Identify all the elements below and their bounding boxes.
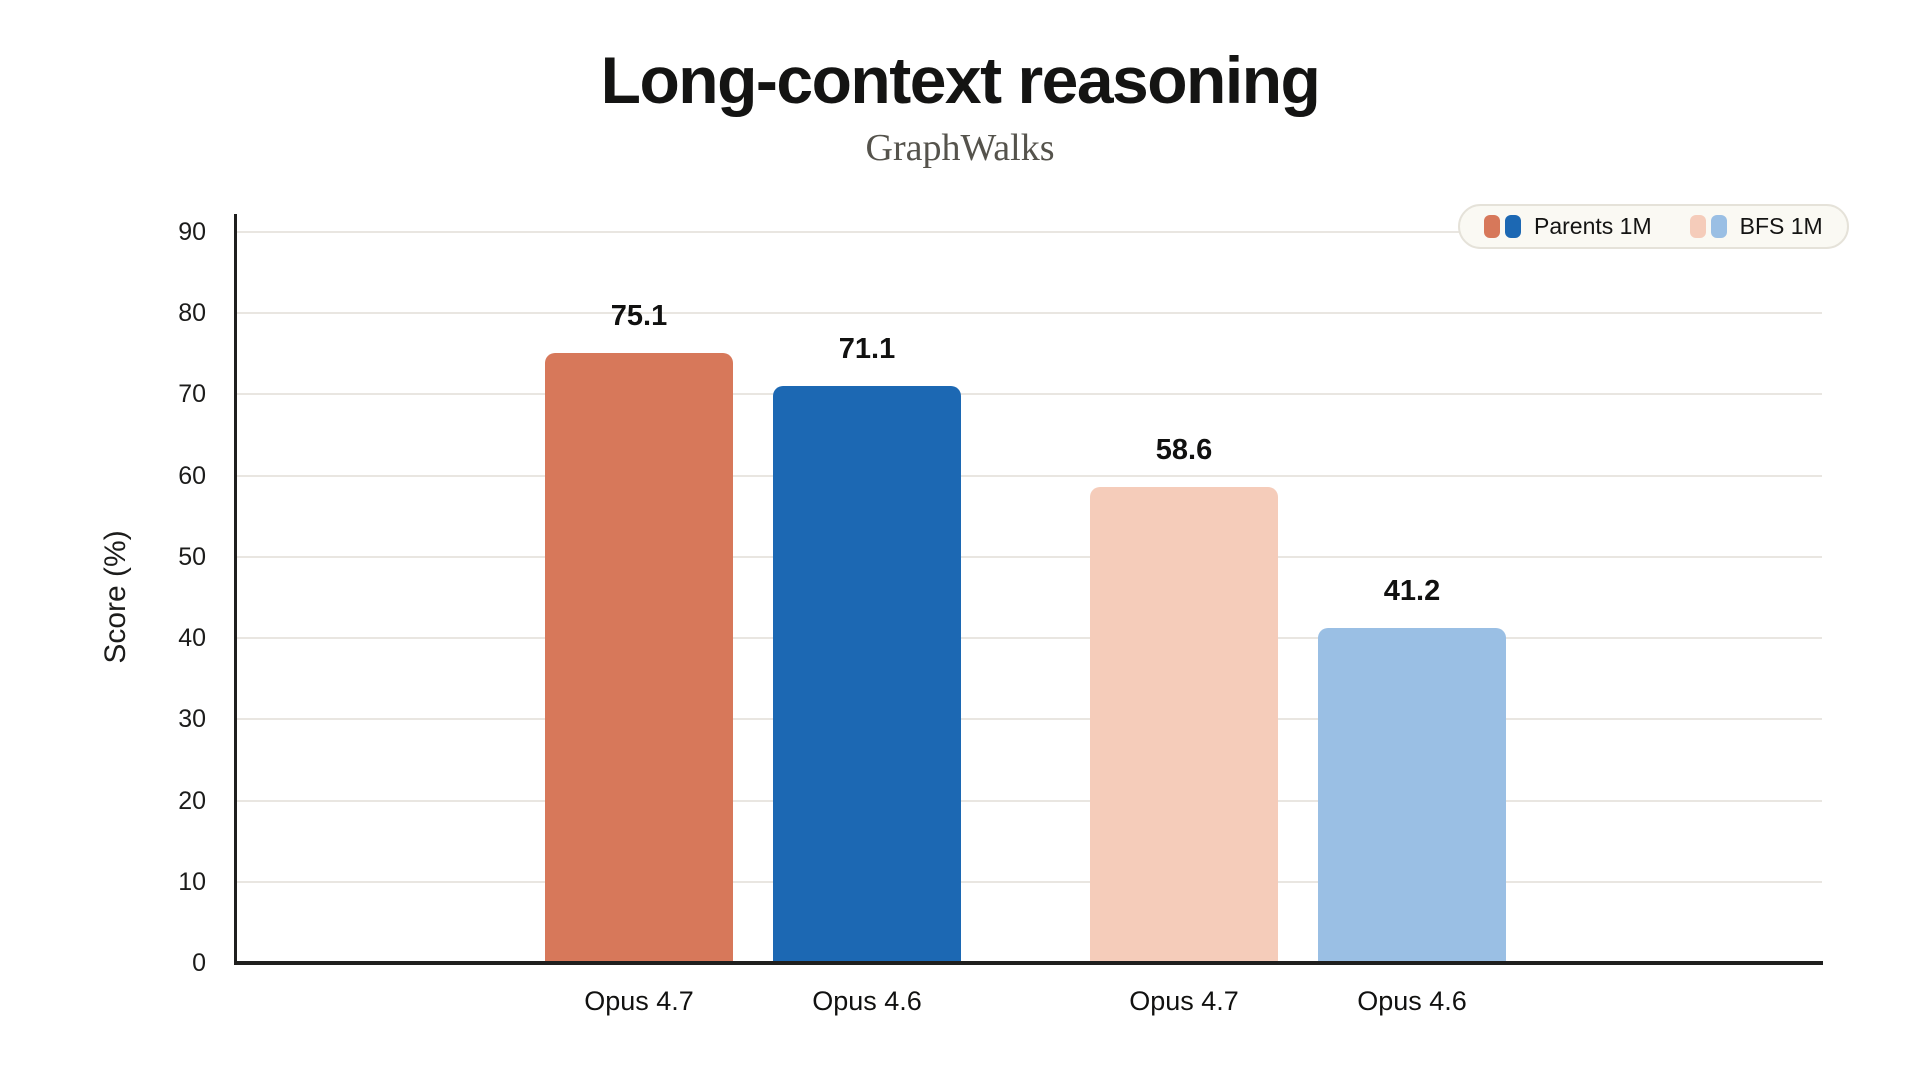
x-category-label: Opus 4.7	[584, 986, 694, 1016]
legend-swatch-icon	[1484, 215, 1500, 238]
gridline	[236, 718, 1822, 721]
chart-subtitle: GraphWalks	[865, 127, 1055, 169]
bar-value-label: 75.1	[610, 300, 668, 333]
gridline	[236, 312, 1822, 315]
legend-label: BFS 1M	[1739, 213, 1823, 239]
bar	[1318, 628, 1506, 963]
x-category-label: Opus 4.6	[812, 986, 922, 1016]
gridline	[236, 637, 1822, 640]
bar-value-label: 41.2	[1383, 575, 1441, 608]
x-category-label: Opus 4.6	[1357, 986, 1467, 1016]
bar-value-label: 58.6	[1155, 434, 1213, 467]
y-tick-label: 0	[192, 949, 206, 977]
y-tick-label: 10	[178, 867, 206, 896]
y-axis-line	[234, 214, 237, 965]
y-tick-label: 20	[178, 786, 206, 815]
y-tick-label: 80	[178, 299, 206, 328]
legend-swatch-icon	[1505, 215, 1521, 238]
x-axis-line	[234, 961, 1823, 965]
legend-swatch-icon	[1689, 215, 1706, 238]
legend-swatches	[1689, 215, 1727, 238]
gridline	[236, 231, 1822, 233]
legend-label: Parents 1M	[1534, 213, 1652, 239]
bar	[1090, 487, 1278, 963]
y-tick-label: 70	[178, 380, 206, 409]
legend-swatch-icon	[1710, 215, 1727, 238]
y-tick-label: 60	[178, 461, 206, 490]
bar	[773, 385, 961, 963]
legend-entry: BFS 1M	[1689, 213, 1823, 240]
gridline	[236, 880, 1822, 883]
gridline	[236, 555, 1822, 558]
legend-entry: Parents 1M	[1484, 213, 1652, 240]
y-tick-label: 40	[178, 624, 206, 653]
gridline	[236, 799, 1822, 802]
bar	[545, 353, 733, 963]
bar-value-label: 71.1	[838, 332, 896, 365]
gridline	[236, 474, 1822, 477]
legend-swatches	[1484, 215, 1521, 238]
chart-title: Long-context reasoning	[600, 43, 1321, 117]
y-tick-label: 90	[178, 218, 206, 246]
x-category-label: Opus 4.7	[1129, 986, 1239, 1016]
y-tick-label: 30	[178, 705, 206, 734]
gridline	[236, 393, 1822, 396]
y-axis-title: Score (%)	[99, 530, 132, 664]
y-tick-label: 50	[178, 542, 206, 571]
legend: Parents 1M BFS 1M	[1458, 204, 1849, 249]
